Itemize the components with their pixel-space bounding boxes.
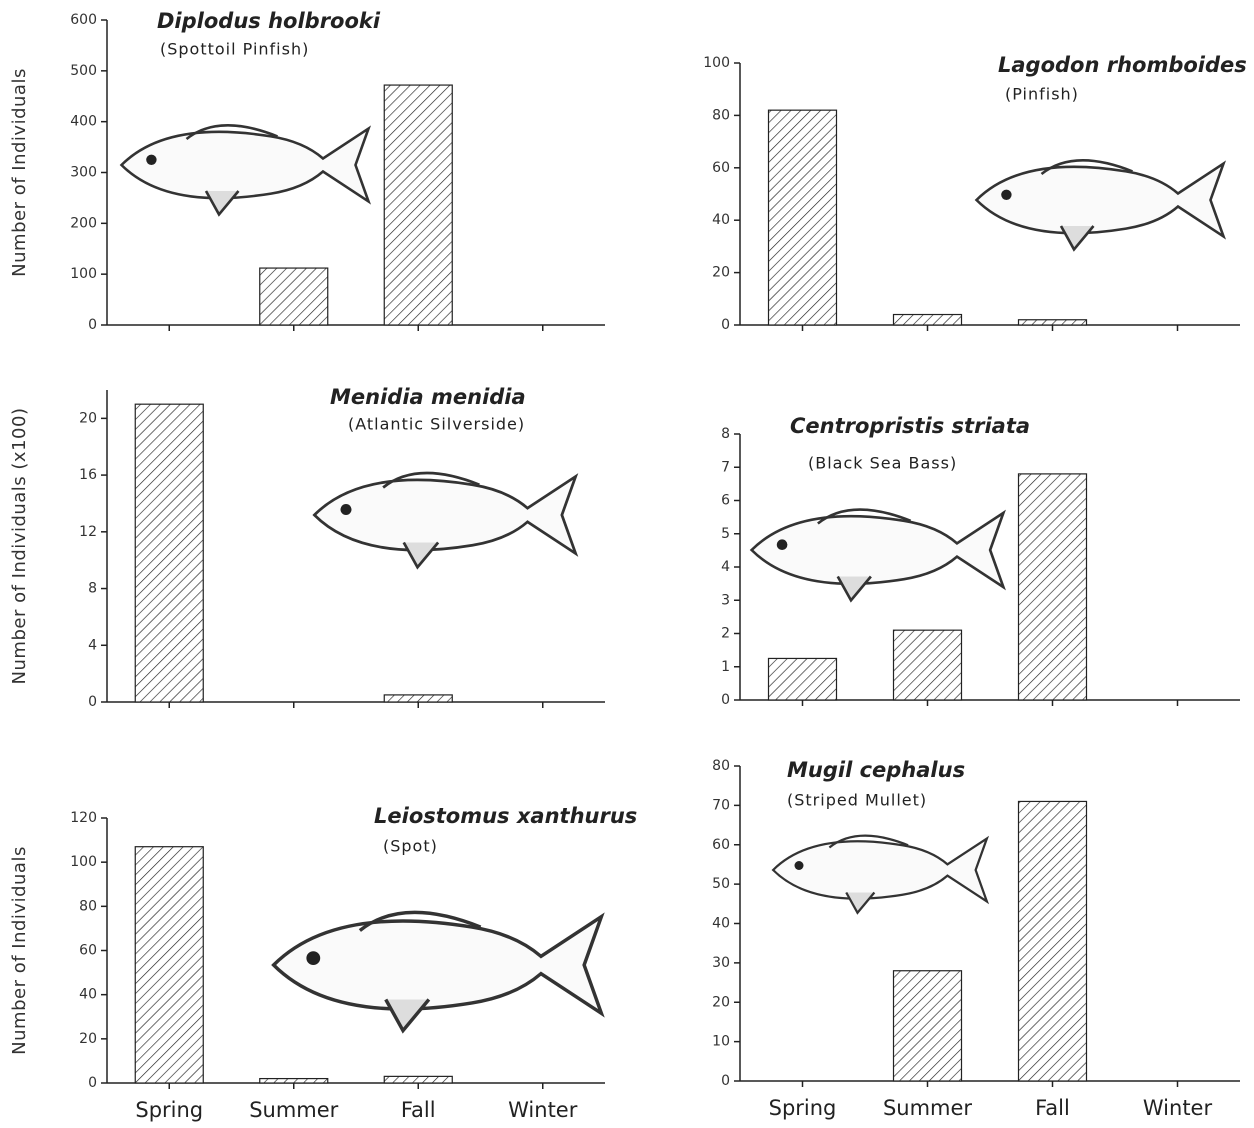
x-tick-label: Fall xyxy=(1035,1096,1070,1120)
x-tick-label: Spring xyxy=(769,1096,837,1120)
bar xyxy=(892,629,963,701)
bar xyxy=(1017,319,1088,326)
bar xyxy=(767,657,838,701)
y-tick-label: 60 xyxy=(712,837,730,853)
y-tick-label: 20 xyxy=(79,410,97,426)
chart-panel: 0 20 40 60 80 100 120 Spring Summer Fall Winter Lei… xyxy=(9,804,637,1122)
x-tick-label: Fall xyxy=(401,1098,436,1122)
y-tick-label: 60 xyxy=(79,943,97,959)
bar xyxy=(383,694,453,703)
y-tick-label: 80 xyxy=(79,898,97,914)
y-tick-label: 0 xyxy=(721,692,730,708)
y-tick-label: 600 xyxy=(70,12,97,28)
y-tick-label: 8 xyxy=(721,426,730,442)
y-tick-label: 70 xyxy=(712,797,730,813)
chart-subtitle: (Spottoil Pinfish) xyxy=(160,40,309,59)
y-tick-label: 30 xyxy=(712,955,730,971)
y-axis-label: Number of Individuals xyxy=(9,68,30,277)
bar xyxy=(892,313,963,326)
y-tick-label: 5 xyxy=(721,526,730,542)
y-tick-label: 0 xyxy=(721,1073,730,1089)
x-tick-label: Summer xyxy=(249,1098,338,1122)
y-tick-label: 40 xyxy=(79,987,97,1003)
y-tick-label: 16 xyxy=(79,467,97,483)
y-tick-label: 7 xyxy=(721,459,730,475)
y-tick-label: 20 xyxy=(712,994,730,1010)
y-tick-label: 0 xyxy=(721,317,730,333)
y-tick-label: 80 xyxy=(712,758,730,774)
bar xyxy=(259,1077,329,1084)
y-tick-label: 200 xyxy=(70,215,97,231)
y-tick-label: 40 xyxy=(712,212,730,228)
bar xyxy=(767,109,838,326)
fish-illustration xyxy=(974,158,1226,252)
y-tick-label: 1 xyxy=(721,659,730,675)
y-tick-label: 2 xyxy=(721,626,730,642)
y-tick-label: 4 xyxy=(88,637,97,653)
chart-panel: 0 4 8 12 16 20 Menidia menidia (Atlantic Silver… xyxy=(9,385,605,710)
chart-subtitle: (Black Sea Bass) xyxy=(808,454,957,473)
fish-illustration xyxy=(274,912,602,1030)
chart-subtitle: (Spot) xyxy=(383,837,438,856)
y-tick-label: 80 xyxy=(712,107,730,123)
chart-title: Menidia menidia xyxy=(330,385,526,409)
y-tick-label: 100 xyxy=(70,266,97,282)
y-tick-label: 0 xyxy=(88,317,97,333)
chart-panel: 0 100 200 300 400 500 600 Diplodus holbrooki (Sp… xyxy=(9,9,605,333)
bar xyxy=(383,1075,453,1084)
chart-title: Mugil cephalus xyxy=(787,758,965,782)
y-tick-label: 100 xyxy=(703,55,730,71)
y-tick-label: 10 xyxy=(712,1034,730,1050)
fish-illustration xyxy=(771,834,989,915)
y-tick-label: 500 xyxy=(70,63,97,79)
chart-title: Leiostomus xanthurus xyxy=(374,804,637,828)
y-tick-label: 300 xyxy=(70,165,97,181)
y-tick-label: 120 xyxy=(70,810,97,826)
y-tick-label: 20 xyxy=(712,265,730,281)
y-tick-label: 0 xyxy=(88,694,97,710)
y-tick-label: 40 xyxy=(712,916,730,932)
chart-title: Lagodon rhomboides xyxy=(998,53,1247,77)
y-tick-label: 100 xyxy=(70,854,97,870)
bar xyxy=(1017,800,1088,1082)
y-axis-label: Number of Individuals xyxy=(9,846,30,1055)
bar xyxy=(892,970,963,1082)
chart-subtitle: (Atlantic Silverside) xyxy=(348,415,525,434)
fish-illustration xyxy=(312,471,578,569)
x-tick-label: Summer xyxy=(883,1096,972,1120)
chart-panel: 0 10 20 30 40 50 60 70 80 Spring Summer Fall Winter M… xyxy=(712,758,1240,1120)
chart-panel: 0 1 2 3 4 5 6 7 8 Centropristis striata (Black Sea… xyxy=(721,414,1240,708)
x-tick-label: Winter xyxy=(1143,1096,1213,1120)
chart-title: Centropristis striata xyxy=(790,414,1030,438)
chart-subtitle: (Striped Mullet) xyxy=(787,791,927,810)
bar xyxy=(1017,473,1088,701)
bar xyxy=(134,846,204,1084)
bar xyxy=(383,84,453,326)
y-tick-label: 12 xyxy=(79,524,97,540)
chart-title: Diplodus holbrooki xyxy=(157,9,381,33)
x-tick-label: Spring xyxy=(135,1098,203,1122)
y-tick-label: 6 xyxy=(721,493,730,509)
y-tick-label: 4 xyxy=(721,559,730,575)
y-tick-label: 60 xyxy=(712,160,730,176)
chart-subtitle: (Pinfish) xyxy=(1005,85,1079,104)
y-tick-label: 0 xyxy=(88,1075,97,1091)
bar xyxy=(134,403,204,703)
chart-panel: 0 20 40 60 80 100 Lagodon rhomboides (Pinfish) xyxy=(703,53,1247,333)
fish-illustration xyxy=(750,508,1005,602)
y-tick-label: 20 xyxy=(79,1031,97,1047)
fish-illustration xyxy=(119,123,371,217)
y-tick-label: 400 xyxy=(70,114,97,130)
y-tick-label: 3 xyxy=(721,592,730,608)
y-axis-label: Number of Individuals (x100) xyxy=(9,408,30,685)
y-tick-label: 8 xyxy=(88,581,97,597)
bar xyxy=(259,267,329,326)
x-tick-label: Winter xyxy=(508,1098,578,1122)
y-tick-label: 50 xyxy=(712,876,730,892)
